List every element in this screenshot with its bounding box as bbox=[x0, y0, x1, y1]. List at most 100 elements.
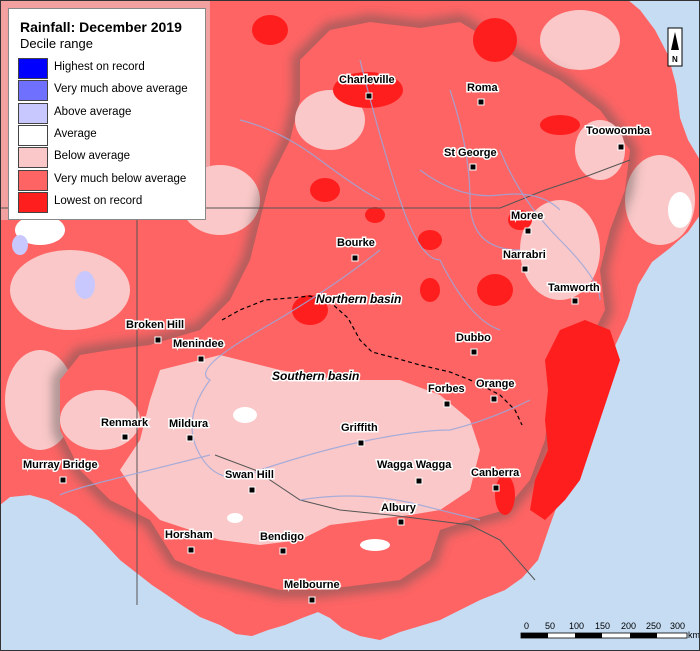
legend-swatch bbox=[18, 80, 48, 101]
lowest-patch bbox=[292, 295, 328, 325]
svg-text:Swan Hill: Swan Hill bbox=[225, 469, 274, 481]
scale-tick-300: 300 bbox=[670, 621, 685, 631]
legend-label: Below average bbox=[54, 150, 131, 162]
legend-item-highest: Highest on record bbox=[18, 58, 206, 80]
town-menindee: Menindee bbox=[172, 337, 225, 363]
northern-basin-label: Northern basin bbox=[316, 292, 401, 306]
svg-text:Narrabri: Narrabri bbox=[503, 249, 546, 261]
legend-label: Average bbox=[54, 128, 97, 140]
svg-text:Horsham: Horsham bbox=[165, 529, 213, 541]
lowest-patch bbox=[508, 210, 532, 230]
legend: Rainfall: December 2019 Decile range Hig… bbox=[8, 8, 206, 220]
town-moree: Moree bbox=[510, 209, 545, 235]
lowest-patch bbox=[420, 278, 440, 302]
town-albury: Albury bbox=[380, 501, 418, 526]
legend-swatch bbox=[18, 147, 48, 168]
svg-text:Forbes: Forbes bbox=[428, 383, 465, 395]
lowest-patch bbox=[310, 178, 340, 202]
svg-text:Roma: Roma bbox=[467, 82, 498, 94]
svg-text:Toowoomba: Toowoomba bbox=[586, 125, 651, 137]
scale-bar: 0 50 100 150 200 250 300 km bbox=[520, 621, 700, 640]
town-orange: Orange bbox=[475, 377, 516, 403]
svg-text:Canberra: Canberra bbox=[471, 467, 520, 479]
scale-tick-250: 250 bbox=[646, 621, 661, 631]
legend-item-below: Below average bbox=[18, 147, 206, 169]
svg-text:Wagga Wagga: Wagga Wagga bbox=[377, 459, 452, 471]
below-average-region bbox=[120, 355, 480, 545]
above-patch bbox=[75, 271, 95, 299]
pale-patch bbox=[10, 250, 130, 330]
southern-basin-label: Southern basin bbox=[272, 369, 359, 383]
town-forbes: Forbes bbox=[427, 382, 466, 408]
legend-label: Very much below average bbox=[54, 173, 187, 185]
svg-text:Broken Hill: Broken Hill bbox=[126, 319, 184, 331]
svg-text:Bendigo: Bendigo bbox=[260, 531, 304, 543]
average-patch bbox=[360, 539, 390, 551]
legend-swatch bbox=[18, 170, 48, 191]
average-patch bbox=[233, 407, 257, 423]
scale-tick-100: 100 bbox=[569, 621, 584, 631]
legend-swatch bbox=[18, 58, 48, 79]
svg-text:Melbourne: Melbourne bbox=[284, 579, 340, 591]
north-arrow: N bbox=[667, 27, 683, 67]
below-average-region bbox=[295, 90, 365, 150]
towns: Charleville Roma Toowoomba St George Mor… bbox=[22, 73, 652, 604]
legend-label: Lowest on record bbox=[54, 195, 143, 207]
above-patch bbox=[12, 235, 28, 255]
svg-text:Bourke: Bourke bbox=[337, 237, 375, 249]
svg-text:Charleville: Charleville bbox=[339, 74, 395, 86]
lowest-patch bbox=[540, 115, 580, 135]
town-bourke: Bourke bbox=[336, 236, 376, 262]
below-average-region bbox=[520, 200, 600, 300]
legend-swatch bbox=[18, 103, 48, 124]
town-dubbo: Dubbo bbox=[455, 331, 493, 356]
state-borders bbox=[0, 159, 631, 605]
town-murray-bridge: Murray Bridge bbox=[22, 458, 99, 484]
town-broken-hill: Broken Hill bbox=[125, 318, 186, 344]
legend-title: Rainfall: December 2019 bbox=[20, 19, 182, 35]
legend-swatch bbox=[18, 192, 48, 213]
svg-text:Albury: Albury bbox=[381, 502, 417, 514]
scale-tick-200: 200 bbox=[621, 621, 636, 631]
town-mildura: Mildura bbox=[168, 417, 210, 442]
lowest-patch bbox=[365, 207, 385, 223]
below-average-region bbox=[575, 120, 625, 180]
town-wagga-wagga: Wagga Wagga bbox=[376, 458, 454, 485]
town-charleville: Charleville bbox=[338, 73, 396, 100]
svg-text:Murray Bridge: Murray Bridge bbox=[23, 459, 98, 471]
lowest-patch bbox=[477, 274, 513, 306]
svg-text:Moree: Moree bbox=[511, 210, 543, 222]
town-tamworth: Tamworth bbox=[547, 281, 602, 305]
town-narrabri: Narrabri bbox=[502, 248, 547, 273]
legend-label: Very much above average bbox=[54, 83, 188, 95]
town-griffith: Griffith bbox=[340, 421, 379, 447]
svg-text:Griffith: Griffith bbox=[341, 422, 378, 434]
legend-subtitle: Decile range bbox=[20, 36, 93, 51]
legend-item-lowest: Lowest on record bbox=[18, 192, 206, 214]
svg-text:Mildura: Mildura bbox=[169, 418, 209, 430]
rivers bbox=[59, 59, 601, 521]
svg-text:Menindee: Menindee bbox=[173, 338, 224, 350]
north-arrow-label: N bbox=[672, 55, 678, 64]
average-patch bbox=[227, 513, 243, 523]
town-melbourne: Melbourne bbox=[283, 578, 341, 604]
lowest-patch-east bbox=[530, 320, 620, 520]
town-bendigo: Bendigo bbox=[259, 530, 306, 555]
average-patch bbox=[668, 192, 692, 228]
legend-item-very-much-below: Very much below average bbox=[18, 170, 206, 192]
town-roma: Roma bbox=[466, 81, 500, 106]
legend-item-very-much-above: Very much above average bbox=[18, 80, 206, 102]
legend-swatch bbox=[18, 125, 48, 146]
svg-text:Dubbo: Dubbo bbox=[456, 332, 491, 344]
lowest-patch bbox=[418, 230, 442, 250]
scale-unit: km bbox=[688, 630, 700, 640]
svg-text:Orange: Orange bbox=[476, 378, 515, 390]
svg-text:Tamworth: Tamworth bbox=[548, 282, 600, 294]
legend-item-above: Above average bbox=[18, 103, 206, 125]
town-renmark: Renmark bbox=[100, 416, 150, 441]
town-canberra: Canberra bbox=[470, 466, 522, 492]
town-swan-hill: Swan Hill bbox=[224, 468, 275, 494]
svg-text:Renmark: Renmark bbox=[101, 417, 149, 429]
